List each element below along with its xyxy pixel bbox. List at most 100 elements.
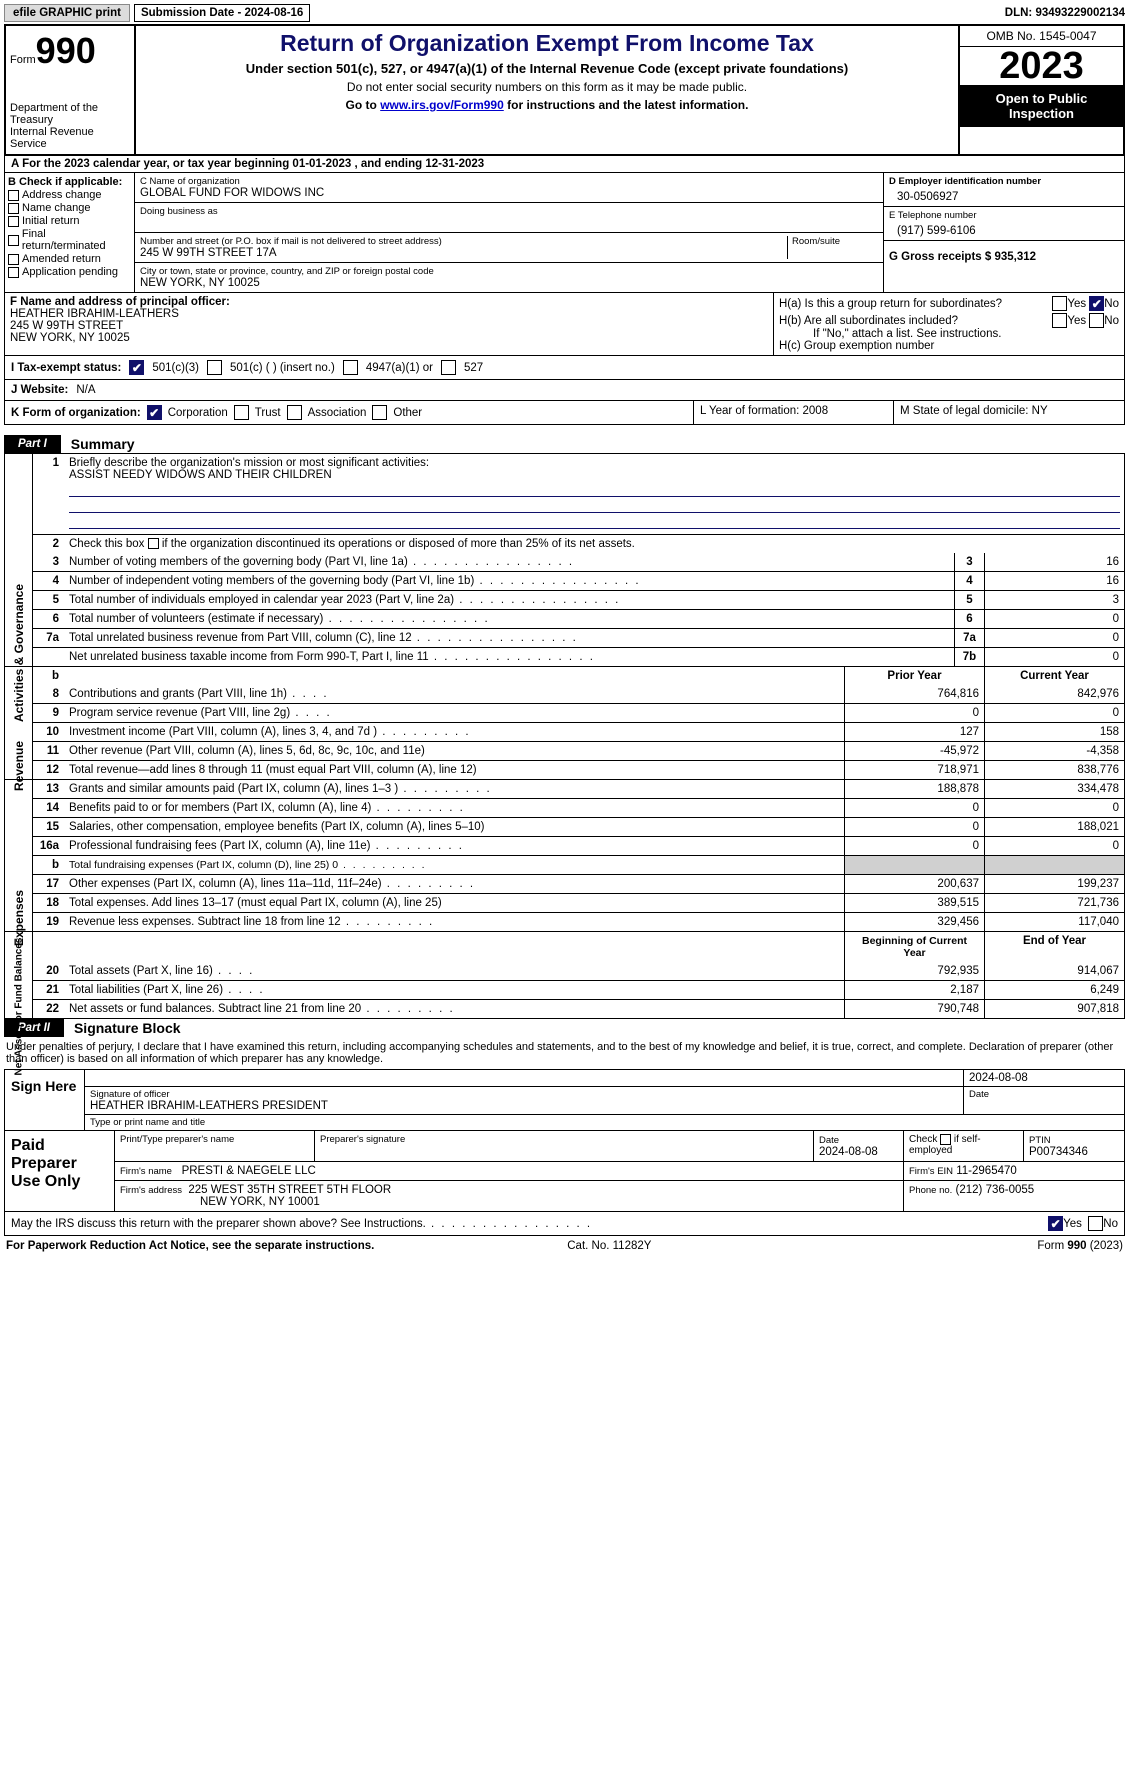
chk-assoc[interactable] bbox=[287, 405, 302, 420]
summary-line: Number of independent voting members of … bbox=[65, 572, 954, 590]
page-footer: For Paperwork Reduction Act Notice, see … bbox=[4, 1236, 1125, 1256]
summary-line: Total revenue—add lines 8 through 11 (mu… bbox=[65, 761, 844, 779]
omb-number: OMB No. 1545-0047 bbox=[960, 26, 1123, 47]
l2-text2: if the organization discontinued its ope… bbox=[159, 538, 635, 550]
form-number: 990 bbox=[36, 30, 96, 71]
chk-amended[interactable] bbox=[8, 254, 19, 265]
summary-line: Salaries, other compensation, employee b… bbox=[65, 818, 844, 836]
lbl-other: Other bbox=[393, 407, 422, 419]
year-formation: L Year of formation: 2008 bbox=[694, 401, 894, 424]
preparer-label: Paid Preparer Use Only bbox=[5, 1131, 115, 1211]
chk-discontinued[interactable] bbox=[148, 538, 159, 549]
part2-title: Signature Block bbox=[74, 1020, 181, 1036]
summary-line: Other revenue (Part VIII, column (A), li… bbox=[65, 742, 844, 760]
phone-value: (917) 599-6106 bbox=[889, 221, 1119, 237]
summary-line: Total unrelated business revenue from Pa… bbox=[65, 629, 954, 647]
hb-yes[interactable] bbox=[1052, 313, 1067, 328]
summary-line: Number of voting members of the governin… bbox=[65, 553, 954, 571]
chk-pending[interactable] bbox=[8, 267, 19, 278]
firm-addr1: 225 WEST 35TH STREET 5TH FLOOR bbox=[188, 1184, 391, 1196]
ha-label: H(a) Is this a group return for subordin… bbox=[779, 298, 1052, 310]
fgh-row: F Name and address of principal officer:… bbox=[4, 293, 1125, 356]
firm-name: PRESTI & NAEGELE LLC bbox=[182, 1165, 316, 1177]
hdr-begin: Beginning of Current Year bbox=[844, 932, 984, 962]
lbl-501c: 501(c) ( ) (insert no.) bbox=[230, 362, 335, 374]
summary-line: Benefits paid to or for members (Part IX… bbox=[65, 799, 844, 817]
form-title: Return of Organization Exempt From Incom… bbox=[144, 30, 950, 57]
lbl-trust: Trust bbox=[255, 407, 281, 419]
section-revenue: Revenue b Prior Year Current Year 8Contr… bbox=[4, 667, 1125, 780]
form-word: Form bbox=[10, 54, 36, 66]
irs-label: Internal Revenue Service bbox=[10, 126, 130, 150]
vlabel-netassets: Net Assets or Fund Balances bbox=[13, 937, 24, 1075]
row-klm: K Form of organization: ✔Corporation Tru… bbox=[4, 401, 1125, 425]
row-a-taxyear: A For the 2023 calendar year, or tax yea… bbox=[4, 156, 1125, 173]
hdr-curr: Current Year bbox=[984, 667, 1124, 685]
part1-title: Summary bbox=[71, 436, 135, 452]
chk-trust[interactable] bbox=[234, 405, 249, 420]
prep-name-hdr: Print/Type preparer's name bbox=[115, 1131, 315, 1161]
preparer-block: Paid Preparer Use Only Print/Type prepar… bbox=[4, 1131, 1125, 1212]
sign-date: 2024-08-08 bbox=[964, 1070, 1124, 1086]
dln: DLN: 93493229002134 bbox=[1005, 7, 1125, 19]
hb-note: If "No," attach a list. See instructions… bbox=[779, 328, 1119, 340]
hb-no-lbl: No bbox=[1104, 315, 1119, 327]
part2-header: Part II Signature Block bbox=[4, 1019, 1125, 1037]
form-subtitle: Under section 501(c), 527, or 4947(a)(1)… bbox=[144, 61, 950, 76]
lbl-initial: Initial return bbox=[22, 215, 79, 227]
submission-date: Submission Date - 2024-08-16 bbox=[134, 4, 310, 22]
lbl-4947: 4947(a)(1) or bbox=[366, 362, 433, 374]
chk-4947[interactable] bbox=[343, 360, 358, 375]
firm-ein: 11-2965470 bbox=[956, 1165, 1017, 1177]
part1-header: Part I Summary bbox=[4, 435, 1125, 453]
ha-yes[interactable] bbox=[1052, 296, 1067, 311]
summary-line: Professional fundraising fees (Part IX, … bbox=[65, 837, 844, 855]
ein-label: D Employer identification number bbox=[889, 176, 1119, 187]
section-netassets: Net Assets or Fund Balances Beginning of… bbox=[4, 932, 1125, 1019]
may-irs-no-lbl: No bbox=[1103, 1218, 1118, 1230]
may-irs-yes[interactable]: ✔ bbox=[1048, 1216, 1063, 1231]
chk-other[interactable] bbox=[372, 405, 387, 420]
summary-line: Grants and similar amounts paid (Part IX… bbox=[65, 780, 844, 798]
summary-line: Total number of individuals employed in … bbox=[65, 591, 954, 609]
room-label: Room/suite bbox=[792, 236, 878, 247]
prep-date-val: 2024-08-08 bbox=[819, 1146, 878, 1158]
dept-treasury: Department of the Treasury bbox=[10, 102, 130, 126]
lbl-address: Address change bbox=[22, 189, 102, 201]
perjury-note: Under penalties of perjury, I declare th… bbox=[4, 1037, 1125, 1069]
k-label: K Form of organization: bbox=[11, 407, 141, 419]
hb-no[interactable] bbox=[1089, 313, 1104, 328]
dba-label: Doing business as bbox=[140, 206, 878, 217]
sig-date-label: Date bbox=[969, 1089, 1119, 1100]
chk-501c[interactable] bbox=[207, 360, 222, 375]
lbl-amended: Amended return bbox=[22, 253, 101, 265]
may-irs-no[interactable] bbox=[1088, 1216, 1103, 1231]
may-irs-yes-lbl: Yes bbox=[1063, 1218, 1082, 1230]
ha-no-checked[interactable]: ✔ bbox=[1089, 296, 1104, 311]
section-governance: Activities & Governance 1 Briefly descri… bbox=[4, 453, 1125, 667]
ptin-val: P00734346 bbox=[1029, 1146, 1088, 1158]
chk-address[interactable] bbox=[8, 190, 19, 201]
summary-line: Program service revenue (Part VIII, line… bbox=[65, 704, 844, 722]
firm-lbl: Firm's name bbox=[120, 1166, 172, 1177]
chk-name[interactable] bbox=[8, 203, 19, 214]
chk-501c3[interactable]: ✔ bbox=[129, 360, 144, 375]
chk-527[interactable] bbox=[441, 360, 456, 375]
efile-button[interactable]: efile GRAPHIC print bbox=[4, 4, 130, 22]
chk-final[interactable] bbox=[8, 235, 19, 246]
officer-label: F Name and address of principal officer: bbox=[10, 296, 768, 308]
i-label: I Tax-exempt status: bbox=[11, 362, 121, 374]
form990-link[interactable]: www.irs.gov/Form990 bbox=[380, 98, 504, 112]
chk-selfemp[interactable] bbox=[940, 1134, 951, 1145]
firm-addr2: NEW YORK, NY 10001 bbox=[120, 1196, 320, 1208]
ptin-hdr: PTIN bbox=[1029, 1135, 1051, 1146]
summary-line: Other expenses (Part IX, column (A), lin… bbox=[65, 875, 844, 893]
goto-pre: Go to bbox=[346, 98, 381, 112]
chk-initial[interactable] bbox=[8, 216, 19, 227]
firm-ein-lbl: Firm's EIN bbox=[909, 1166, 953, 1177]
lbl-assoc: Association bbox=[308, 407, 367, 419]
city-value: NEW YORK, NY 10025 bbox=[140, 277, 878, 289]
j-label: J Website: bbox=[11, 384, 68, 396]
street-address: 245 W 99TH STREET 17A bbox=[140, 247, 783, 259]
chk-corp[interactable]: ✔ bbox=[147, 405, 162, 420]
